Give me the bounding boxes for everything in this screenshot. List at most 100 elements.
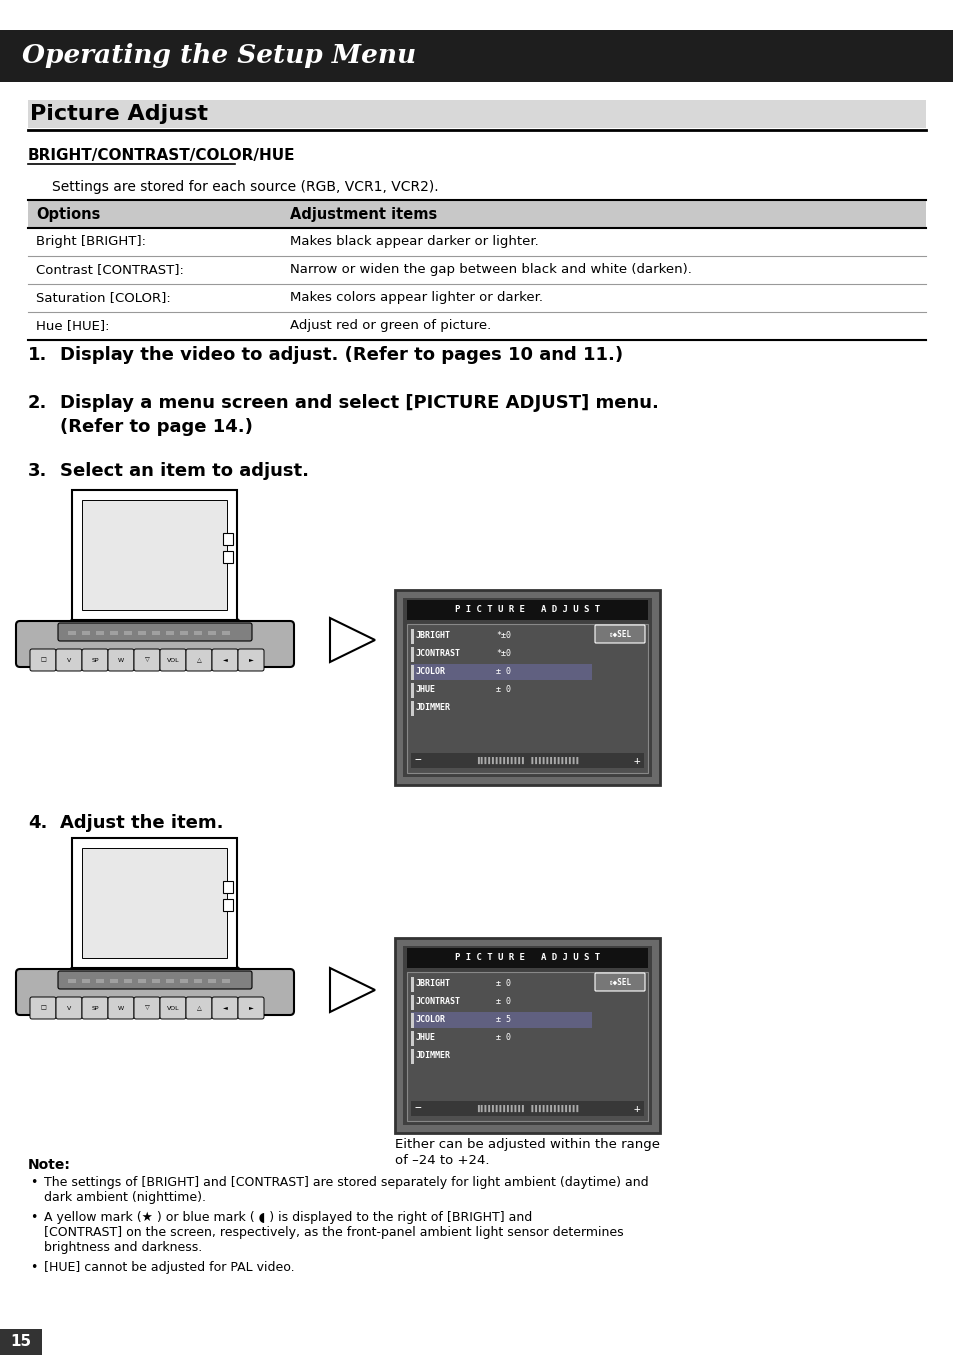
Text: Picture Adjust: Picture Adjust: [30, 104, 208, 125]
Bar: [72, 491, 237, 621]
Text: W: W: [118, 1005, 124, 1011]
Text: ▽: ▽: [145, 1005, 150, 1011]
FancyBboxPatch shape: [133, 997, 160, 1019]
Text: VOL: VOL: [167, 657, 179, 663]
FancyBboxPatch shape: [186, 649, 212, 671]
Bar: [411, 1102, 643, 1117]
Text: JDIMMER: JDIMMER: [416, 703, 451, 713]
FancyBboxPatch shape: [160, 649, 186, 671]
Text: ± 0: ± 0: [496, 668, 511, 676]
Text: SP: SP: [91, 1005, 99, 1011]
Bar: [411, 1012, 592, 1028]
Text: V: V: [67, 1005, 71, 1011]
Text: ◄: ◄: [222, 657, 227, 663]
Text: Operating the Setup Menu: Operating the Setup Menu: [22, 43, 416, 69]
Text: ⇕◆SEL: ⇕◆SEL: [608, 977, 631, 986]
Bar: [110, 631, 118, 635]
Text: ◄: ◄: [222, 1005, 227, 1011]
Text: Note:: Note:: [28, 1159, 71, 1172]
Text: JCOLOR: JCOLOR: [416, 1015, 446, 1024]
Text: VOL: VOL: [167, 1005, 179, 1011]
Text: Saturation [COLOR]:: Saturation [COLOR]:: [36, 291, 171, 305]
Bar: [138, 631, 146, 635]
Text: *±0: *±0: [496, 631, 511, 641]
Text: JHUE: JHUE: [416, 1034, 436, 1042]
Text: V: V: [67, 657, 71, 663]
Bar: [82, 980, 90, 982]
Text: ± 0: ± 0: [496, 686, 511, 695]
Bar: [208, 980, 215, 982]
Text: △: △: [196, 1005, 201, 1011]
Text: 15: 15: [10, 1335, 31, 1350]
FancyBboxPatch shape: [595, 973, 644, 991]
FancyBboxPatch shape: [82, 649, 108, 671]
Text: 2.: 2.: [28, 394, 48, 412]
Bar: [166, 631, 173, 635]
Text: □: □: [40, 657, 46, 663]
Bar: [411, 664, 592, 680]
Bar: [223, 898, 233, 911]
Bar: [68, 980, 76, 982]
Text: P I C T U R E   A D J U S T: P I C T U R E A D J U S T: [455, 954, 599, 962]
FancyBboxPatch shape: [160, 997, 186, 1019]
Text: •: •: [30, 1176, 37, 1188]
Bar: [138, 980, 146, 982]
Bar: [180, 631, 188, 635]
FancyBboxPatch shape: [30, 649, 56, 671]
Text: P I C T U R E   A D J U S T: P I C T U R E A D J U S T: [455, 606, 599, 615]
Text: ± 0: ± 0: [496, 1034, 511, 1042]
Bar: [72, 837, 237, 967]
Bar: [411, 1031, 414, 1046]
Text: Options: Options: [36, 206, 100, 221]
Text: Narrow or widen the gap between black and white (darken).: Narrow or widen the gap between black an…: [290, 263, 691, 276]
Text: BRIGHT/CONTRAST/COLOR/HUE: BRIGHT/CONTRAST/COLOR/HUE: [28, 148, 295, 163]
Text: −: −: [415, 1103, 421, 1114]
FancyBboxPatch shape: [108, 649, 133, 671]
Text: Adjust the item.: Adjust the item.: [60, 814, 223, 832]
Text: Settings are stored for each source (RGB, VCR1, VCR2).: Settings are stored for each source (RGB…: [52, 180, 438, 194]
Text: +: +: [633, 1103, 639, 1114]
Bar: [411, 1049, 414, 1064]
FancyBboxPatch shape: [595, 625, 644, 644]
Bar: [193, 631, 202, 635]
Text: ▽: ▽: [145, 657, 150, 663]
Text: ▌▌▌▌▌▌▌▌▌▌▌▌▌ ▐▐▐▐▐▐▐▐▐▐▐▐▐: ▌▌▌▌▌▌▌▌▌▌▌▌▌ ▐▐▐▐▐▐▐▐▐▐▐▐▐: [476, 757, 578, 764]
Text: Makes colors appear lighter or darker.: Makes colors appear lighter or darker.: [290, 291, 542, 305]
Text: Adjustment items: Adjustment items: [290, 206, 436, 221]
Text: *±0: *±0: [496, 649, 511, 659]
FancyBboxPatch shape: [82, 997, 108, 1019]
Bar: [402, 598, 651, 776]
Bar: [223, 551, 233, 562]
Text: ►: ►: [249, 657, 253, 663]
FancyBboxPatch shape: [56, 997, 82, 1019]
Text: •: •: [30, 1211, 37, 1224]
Text: −: −: [415, 756, 421, 766]
Text: 3.: 3.: [28, 462, 48, 480]
Bar: [152, 980, 160, 982]
Bar: [411, 1014, 414, 1028]
Text: JCOLOR: JCOLOR: [416, 668, 446, 676]
Bar: [223, 533, 233, 545]
Bar: [124, 980, 132, 982]
Bar: [166, 980, 173, 982]
Text: Makes black appear darker or lighter.: Makes black appear darker or lighter.: [290, 236, 538, 248]
Bar: [411, 701, 414, 715]
FancyBboxPatch shape: [58, 623, 252, 641]
FancyBboxPatch shape: [108, 997, 133, 1019]
Text: □: □: [40, 1005, 46, 1011]
Text: SP: SP: [91, 657, 99, 663]
Text: Contrast [CONTRAST]:: Contrast [CONTRAST]:: [36, 263, 184, 276]
Text: Hue [HUE]:: Hue [HUE]:: [36, 320, 110, 332]
Text: JHUE: JHUE: [416, 686, 436, 695]
Bar: [96, 980, 104, 982]
FancyBboxPatch shape: [212, 997, 237, 1019]
Text: JDIMMER: JDIMMER: [416, 1051, 451, 1061]
Text: ± 5: ± 5: [496, 1015, 511, 1024]
Text: △: △: [196, 657, 201, 663]
Bar: [411, 665, 414, 680]
FancyBboxPatch shape: [133, 649, 160, 671]
Text: Display the video to adjust. (Refer to pages 10 and 11.): Display the video to adjust. (Refer to p…: [60, 346, 622, 364]
Bar: [222, 980, 230, 982]
FancyBboxPatch shape: [237, 649, 264, 671]
FancyBboxPatch shape: [237, 997, 264, 1019]
